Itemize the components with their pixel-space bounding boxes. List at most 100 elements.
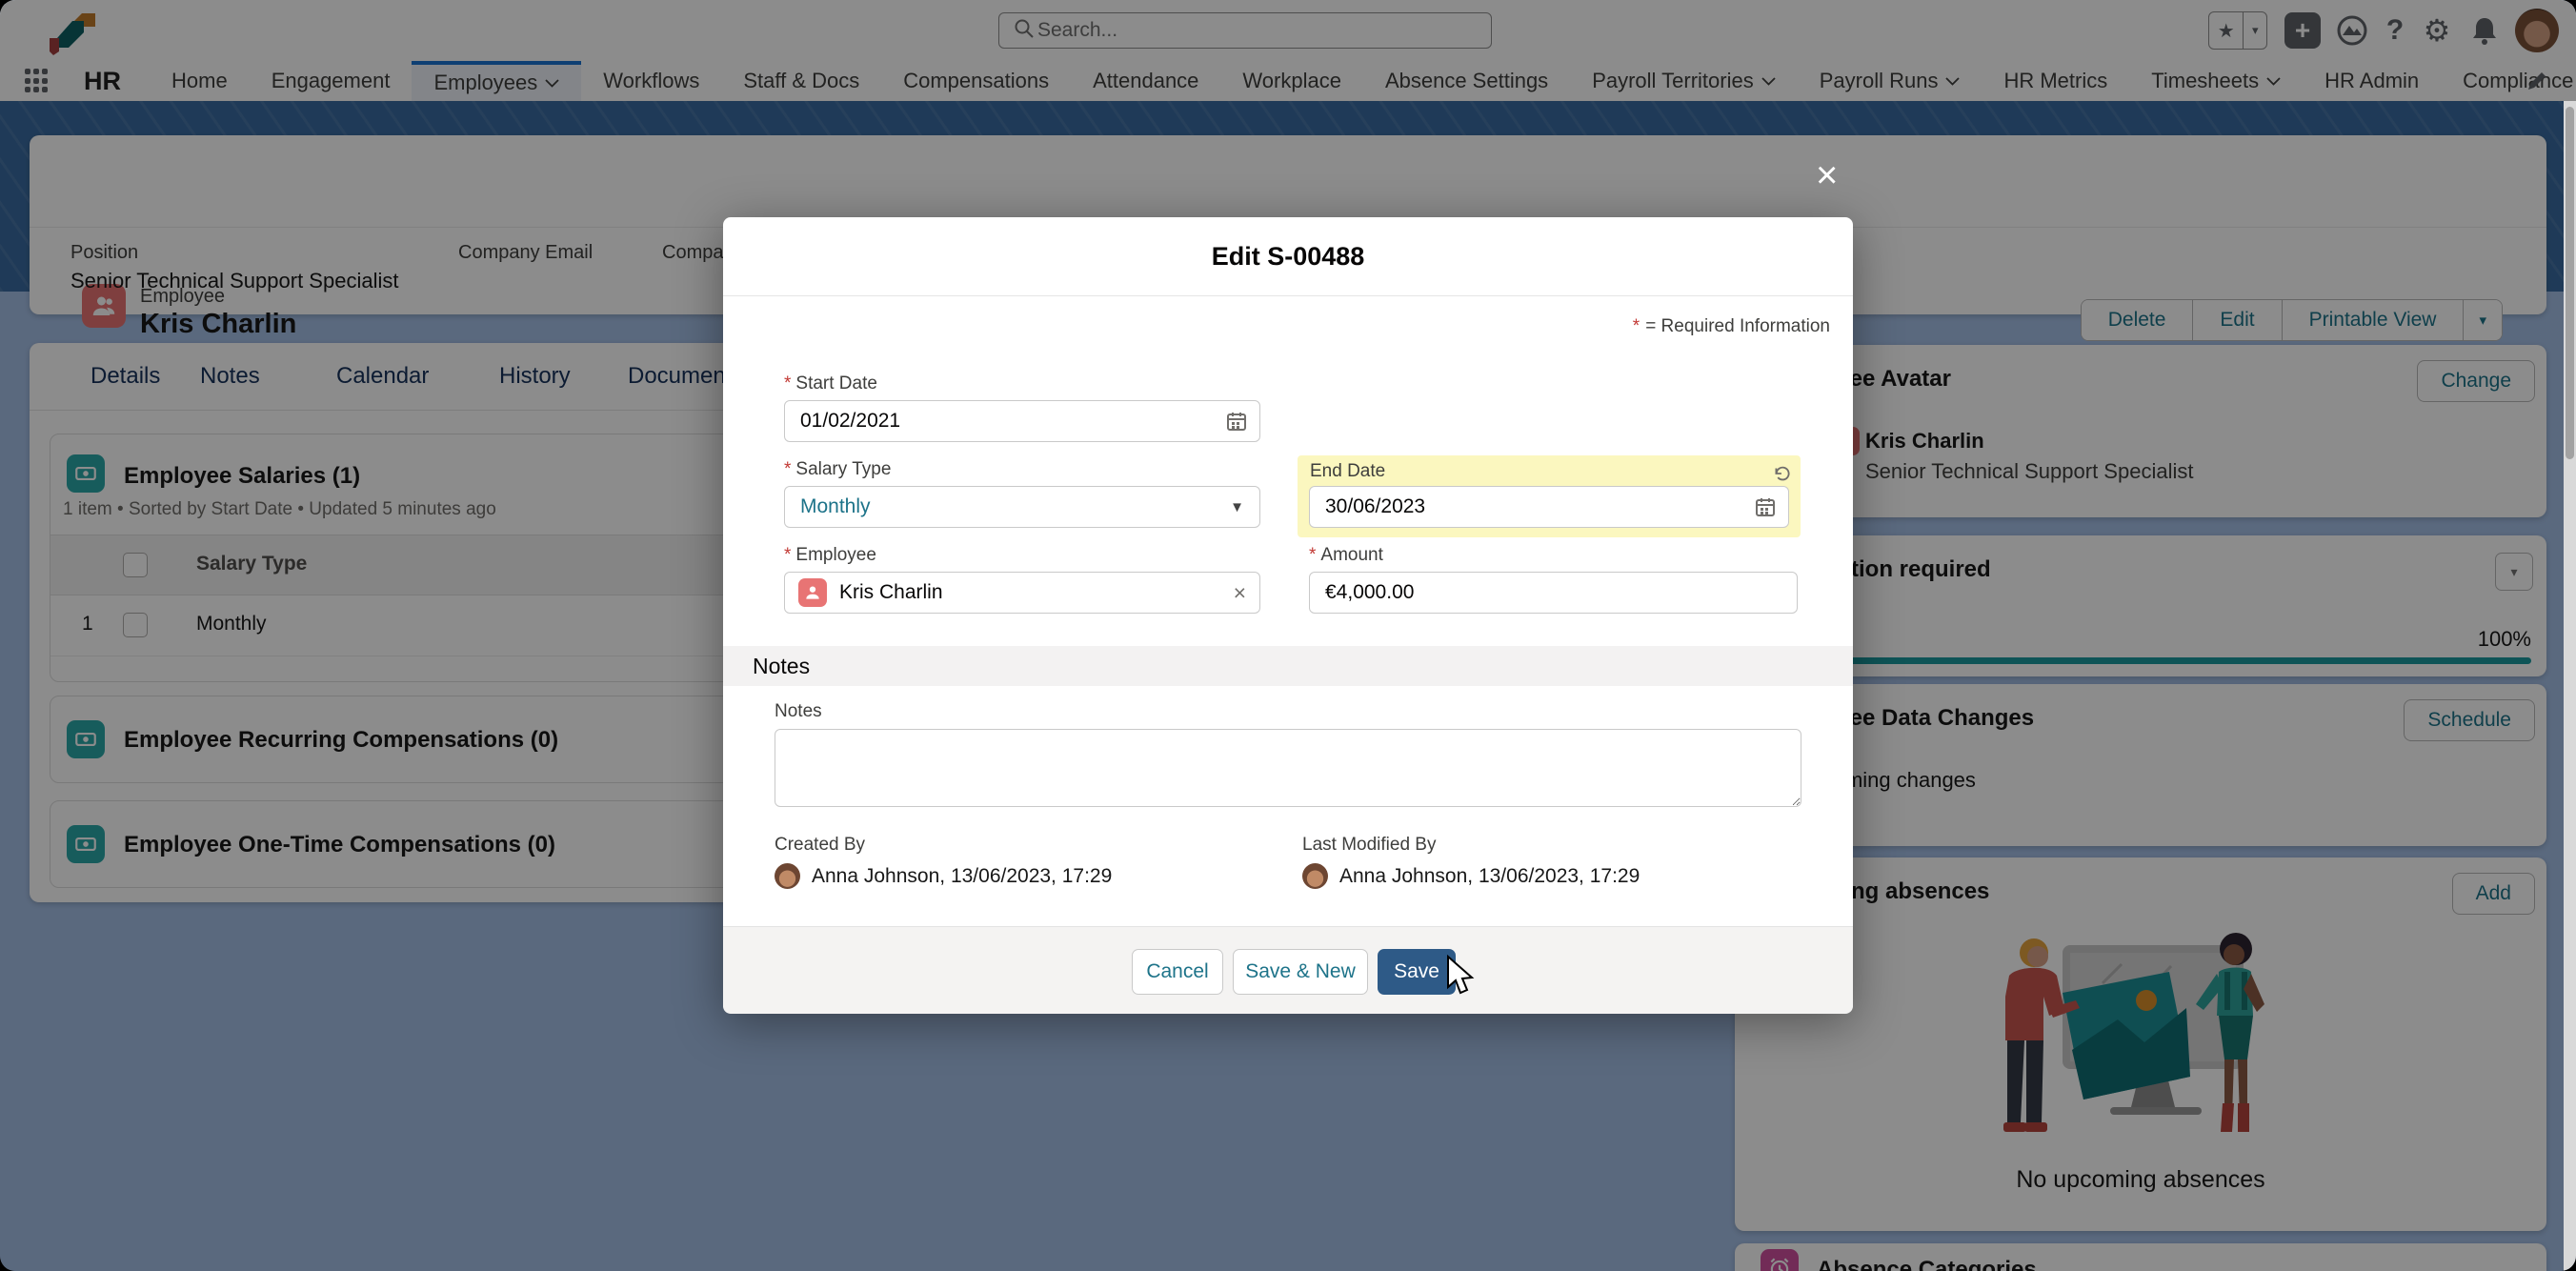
app-launcher-icon[interactable]: [25, 69, 48, 93]
modal-header: Edit S-00488: [723, 217, 1853, 296]
delete-button[interactable]: Delete: [2081, 300, 2194, 340]
start-date-input[interactable]: [784, 400, 1260, 442]
select-all-checkbox[interactable]: [123, 553, 148, 577]
modal-close-icon[interactable]: ×: [1816, 154, 1839, 196]
absence-clock-icon: [1761, 1249, 1799, 1271]
setup-gear-icon[interactable]: ⚙: [2423, 13, 2451, 48]
more-actions-caret-icon[interactable]: ▾: [2464, 300, 2502, 340]
calendar-icon[interactable]: [1225, 410, 1248, 433]
tab-details[interactable]: Details: [91, 363, 161, 389]
plus-icon: +: [2294, 15, 2311, 45]
last-modified-by-row: Anna Johnson, 13/06/2023, 17:29: [1302, 863, 1640, 889]
end-date-label: End Date: [1310, 461, 1386, 481]
add-absence-button[interactable]: Add: [2451, 873, 2535, 915]
tab-calendar[interactable]: Calendar: [336, 363, 430, 389]
chevron-down-icon: [1945, 76, 1961, 86]
row-number: 1: [82, 613, 93, 635]
salary-type-select[interactable]: Monthly ▼: [784, 486, 1260, 528]
related-list-title[interactable]: Employee One-Time Compensations (0): [124, 832, 555, 857]
related-list-title[interactable]: Employee Recurring Compensations (0): [124, 727, 559, 753]
tab-hr-metrics[interactable]: HR Metrics: [2003, 69, 2108, 92]
person-right: [2196, 933, 2264, 1132]
modal-footer: Cancel Save & New Save: [723, 926, 1853, 1014]
remove-employee-icon[interactable]: ×: [1233, 579, 1246, 605]
edit-nav-pencil-icon[interactable]: [2525, 69, 2549, 98]
tab-workplace[interactable]: Workplace: [1242, 69, 1341, 92]
end-date-input[interactable]: [1309, 486, 1789, 528]
start-date-field: [784, 400, 1260, 442]
employee-label: * Employee: [784, 545, 876, 565]
record-name: Kris Charlin: [140, 309, 297, 339]
employee-record-icon: [82, 284, 126, 328]
created-by-row: Anna Johnson, 13/06/2023, 17:29: [775, 863, 1112, 889]
end-date-field: [1309, 486, 1789, 528]
tab-hr-admin[interactable]: HR Admin: [2324, 69, 2420, 92]
tab-timesheets[interactable]: Timesheets: [2129, 61, 2303, 101]
required-asterisk: *: [1632, 316, 1640, 336]
notifications-bell-icon[interactable]: [2465, 0, 2504, 61]
compensation-money-icon: [67, 825, 105, 863]
mouse-cursor: [1444, 954, 1477, 1001]
user-avatar[interactable]: [2515, 9, 2559, 52]
amount-field: [1309, 572, 1798, 614]
no-absences-illustration: [1950, 917, 2331, 1165]
page-scrollbar[interactable]: [2564, 101, 2576, 1271]
related-list-title[interactable]: Employee Salaries (1): [124, 463, 361, 489]
undo-icon[interactable]: [1770, 463, 1791, 489]
employee-avatar-card: Employee Avatar Change Kris Charlin Seni…: [1735, 345, 2546, 517]
tab-payroll-runs[interactable]: Payroll Runs: [1798, 61, 1982, 101]
tab-engagement[interactable]: Engagement: [271, 69, 391, 92]
favorites-button-group: ★ ▾: [2208, 11, 2267, 50]
row-checkbox[interactable]: [123, 613, 148, 637]
created-by-value: Anna Johnson, 13/06/2023, 17:29: [812, 864, 1113, 887]
global-search[interactable]: [998, 12, 1492, 49]
change-avatar-button[interactable]: Change: [2417, 360, 2535, 402]
tab-history[interactable]: History: [499, 363, 571, 389]
app-navigation: HR Home Engagement Employees Workflows S…: [0, 61, 2576, 101]
absence-categories-card: Absence Categories: [1735, 1243, 2546, 1271]
avatar-employee-name: Kris Charlin: [1865, 429, 1984, 453]
salary-type-label: * Salary Type: [784, 459, 892, 479]
help-icon[interactable]: ?: [2385, 14, 2405, 46]
tab-compliance[interactable]: Compliance: [2463, 69, 2574, 92]
position-label: Position: [70, 242, 139, 263]
trailhead-icon[interactable]: [2332, 0, 2372, 61]
tab-notes[interactable]: Notes: [200, 363, 260, 389]
tab-workflows[interactable]: Workflows: [603, 69, 700, 92]
cancel-button[interactable]: Cancel: [1132, 949, 1223, 995]
scrollbar-thumb[interactable]: [2566, 107, 2574, 459]
calendar-icon[interactable]: [1754, 495, 1777, 518]
quick-create-button[interactable]: +: [2284, 12, 2321, 49]
save-button[interactable]: Save: [1378, 949, 1456, 995]
position-value: Senior Technical Support Specialist: [70, 269, 399, 293]
company-logo-icon[interactable]: [40, 6, 103, 62]
card-menu-caret-icon[interactable]: ▾: [2495, 553, 2533, 591]
tab-staff-docs[interactable]: Staff & Docs: [743, 69, 860, 92]
tab-payroll-territories[interactable]: Payroll Territories: [1570, 61, 1798, 101]
progress-bar: [1767, 657, 2531, 664]
required-information-note: * = Required Information: [1632, 316, 1830, 336]
tab-compensations[interactable]: Compensations: [903, 69, 1050, 92]
search-input[interactable]: [1036, 18, 1439, 43]
column-salary-type[interactable]: Salary Type: [196, 553, 308, 575]
tab-attendance[interactable]: Attendance: [1093, 69, 1199, 92]
amount-input[interactable]: [1309, 572, 1798, 614]
printable-view-button[interactable]: Printable View: [2282, 300, 2465, 340]
tab-employees[interactable]: Employees: [412, 61, 582, 101]
save-and-new-button[interactable]: Save & New: [1233, 949, 1368, 995]
favorites-caret-icon[interactable]: ▾: [2251, 23, 2259, 37]
notes-textarea[interactable]: [775, 729, 1801, 807]
card-title: Absence Categories: [1817, 1257, 2037, 1271]
edit-button[interactable]: Edit: [2193, 300, 2283, 340]
schedule-button[interactable]: Schedule: [2404, 699, 2535, 741]
favorites-star-icon[interactable]: ★: [2209, 12, 2244, 49]
company-email-label: Company Email: [458, 242, 594, 263]
tab-absence-settings[interactable]: Absence Settings: [1384, 69, 1549, 92]
nav-tabs: Home Engagement Employees Workflows Staf…: [150, 61, 2576, 101]
amount-label: * Amount: [1309, 545, 1383, 565]
avatar-employee-role: Senior Technical Support Specialist: [1865, 459, 2194, 483]
creator-avatar: [775, 863, 800, 889]
employee-lookup-pill[interactable]: Kris Charlin ×: [784, 572, 1260, 614]
modifier-avatar: [1302, 863, 1328, 889]
tab-home[interactable]: Home: [171, 69, 228, 92]
